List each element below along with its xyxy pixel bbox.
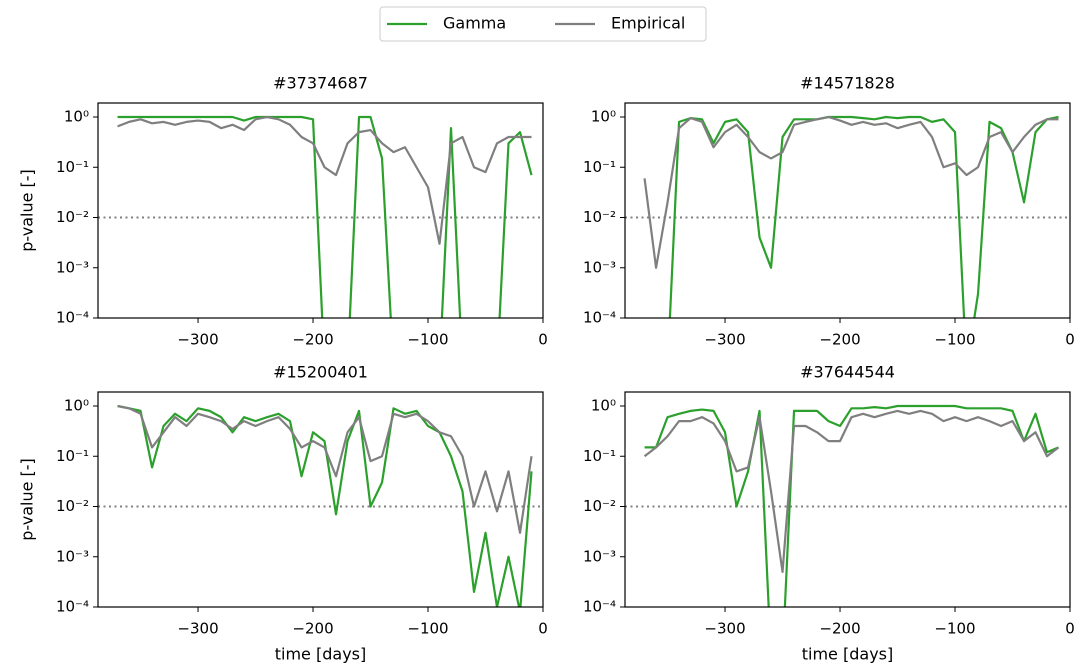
- series-line: [643, 409, 1060, 573]
- x-tick-label: −300: [177, 620, 218, 638]
- legend-label: Gamma: [443, 14, 506, 33]
- x-tick-label: 0: [1065, 620, 1075, 638]
- x-tick-label: −200: [292, 620, 333, 638]
- y-tick-label: 10⁻⁴: [56, 309, 89, 327]
- y-tick-label: 10⁻¹: [583, 447, 616, 465]
- axes-frame: [97, 391, 544, 608]
- series-line: [643, 115, 1059, 269]
- y-tick-label: 10⁻⁴: [56, 598, 89, 616]
- x-tick-label: −100: [407, 331, 448, 349]
- series-line: [117, 404, 533, 607]
- x-tick-label: 0: [538, 620, 548, 638]
- legend-label: Empirical: [611, 14, 685, 33]
- series-line: [117, 115, 533, 318]
- y-tick-label: 10⁻³: [56, 547, 89, 565]
- x-tick-label: −300: [704, 331, 745, 349]
- subplot-title: #15200401: [273, 363, 368, 382]
- x-tick-label: 0: [1065, 331, 1075, 349]
- y-tick-label: 10⁻⁴: [583, 309, 616, 327]
- y-tick-label: 10⁻²: [583, 497, 616, 515]
- x-axis-label: time [days]: [275, 645, 366, 664]
- x-tick-label: −200: [292, 331, 333, 349]
- y-tick-label: 10⁰: [591, 397, 616, 415]
- y-tick-label: 10⁰: [64, 397, 89, 415]
- subplot-title: #14571828: [800, 74, 895, 93]
- x-tick-label: −100: [407, 620, 448, 638]
- subplot-title: #37644544: [800, 363, 895, 382]
- x-tick-label: −100: [934, 331, 975, 349]
- series-line: [644, 404, 1059, 607]
- legend: Gamma Empirical: [379, 6, 707, 42]
- x-axis-label: time [days]: [802, 645, 893, 664]
- y-tick-label: 10⁻³: [583, 547, 616, 565]
- subplot-title: #37374687: [273, 74, 368, 93]
- series-line: [668, 115, 1059, 318]
- y-axis-label: p-value [-]: [18, 458, 37, 541]
- y-tick-label: 10⁻³: [56, 258, 89, 276]
- x-tick-label: −200: [819, 331, 860, 349]
- y-tick-label: 10⁻¹: [56, 158, 89, 176]
- axes-frame: [624, 102, 1071, 319]
- x-tick-label: −300: [177, 331, 218, 349]
- legend-box: [379, 6, 707, 42]
- axes-frame: [624, 391, 1071, 608]
- series-line: [117, 115, 532, 245]
- y-tick-label: 10⁻⁴: [583, 598, 616, 616]
- y-tick-label: 10⁻²: [583, 208, 616, 226]
- y-tick-label: 10⁰: [64, 108, 89, 126]
- x-tick-label: 0: [538, 331, 548, 349]
- y-tick-label: 10⁻²: [56, 208, 89, 226]
- y-tick-label: 10⁻¹: [583, 158, 616, 176]
- y-tick-label: 10⁰: [591, 108, 616, 126]
- y-tick-label: 10⁻³: [583, 258, 616, 276]
- series-line: [117, 404, 533, 534]
- y-tick-label: 10⁻¹: [56, 447, 89, 465]
- x-tick-label: −200: [819, 620, 860, 638]
- axes-frame: [97, 102, 544, 319]
- x-tick-label: −300: [704, 620, 745, 638]
- y-tick-label: 10⁻²: [56, 497, 89, 515]
- x-tick-label: −100: [934, 620, 975, 638]
- y-axis-label: p-value [-]: [18, 169, 37, 252]
